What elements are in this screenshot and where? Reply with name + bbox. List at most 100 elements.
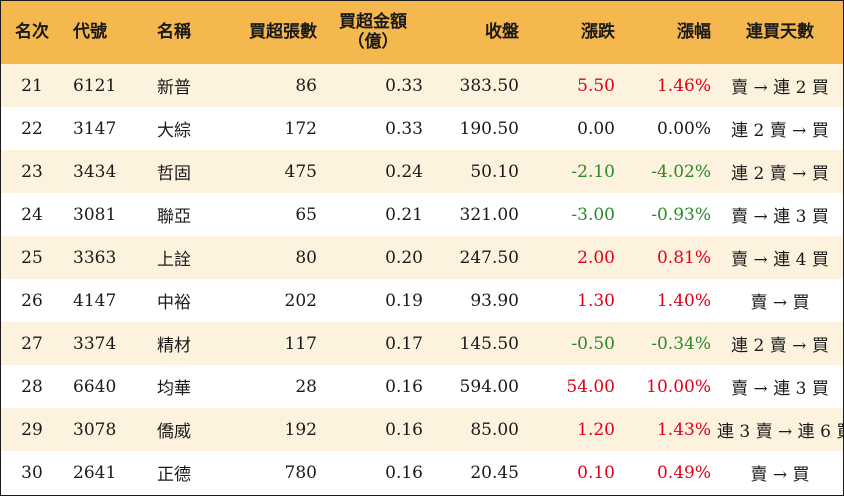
change-cell: 1.20 — [577, 419, 615, 440]
header-net-buy-lots: 買超張數 — [249, 21, 317, 42]
change-cell: 5.50 — [577, 75, 615, 96]
close-price-cell: 594.00 — [459, 376, 519, 397]
rank-cell: 28 — [21, 376, 43, 397]
change-pct-cell: 0.49% — [656, 462, 711, 483]
close-price-cell: 383.50 — [459, 75, 519, 96]
rank-cell: 21 — [21, 75, 43, 96]
net-buy-lots-cell: 86 — [295, 75, 317, 96]
close-price-cell: 247.50 — [459, 247, 519, 268]
close-price-cell: 85.00 — [470, 419, 519, 440]
change-pct-cell: 1.40% — [656, 290, 711, 311]
table-row: 22 3147 大綜 172 0.33 190.50 0.00 0.00% 連 2 賣 → 買 — [1, 107, 843, 150]
stock-name-cell: 僑威 — [157, 422, 191, 442]
net-buy-amount-cell: 0.20 — [385, 247, 423, 268]
header-change: 漲跌 — [581, 21, 615, 42]
net-buy-lots-cell: 172 — [284, 118, 317, 139]
net-buy-lots-cell: 28 — [295, 376, 317, 397]
header-row: 名次 代號 名稱 買超張數 買超金額 （億） 收盤 漲跌 漲幅 連買天數 — [1, 1, 843, 64]
net-buy-lots-cell: 192 — [284, 419, 317, 440]
close-price-cell: 20.45 — [470, 462, 519, 483]
streak-cell: 賣 → 連 4 買 — [731, 250, 829, 270]
change-cell: -3.00 — [571, 204, 615, 225]
header-name: 名稱 — [157, 21, 191, 42]
stock-name-cell: 精材 — [157, 336, 191, 356]
net-buy-amount-cell: 0.17 — [385, 333, 423, 354]
stock-name-cell: 正德 — [157, 465, 191, 485]
rank-cell: 25 — [21, 247, 43, 268]
rank-cell: 26 — [21, 290, 43, 311]
net-buy-amount-cell: 0.19 — [385, 290, 423, 311]
close-price-cell: 145.50 — [459, 333, 519, 354]
close-price-cell: 93.90 — [470, 290, 519, 311]
net-buy-amount-cell: 0.16 — [385, 376, 423, 397]
close-price-cell: 321.00 — [459, 204, 519, 225]
streak-cell: 連 2 賣 → 買 — [731, 121, 829, 141]
change-cell: 0.10 — [577, 462, 615, 483]
table-row: 29 3078 僑威 192 0.16 85.00 1.20 1.43% 連 3 賣 → 連 6… — [1, 408, 844, 451]
stock-name-cell: 均華 — [157, 379, 191, 399]
change-cell: 2.00 — [577, 247, 615, 268]
change-cell: 54.00 — [566, 376, 615, 397]
change-pct-cell: 1.46% — [656, 75, 711, 96]
net-buy-lots-cell: 80 — [295, 247, 317, 268]
rank-cell: 30 — [21, 462, 43, 483]
change-pct-cell: -0.34% — [651, 333, 711, 354]
change-pct-cell: 1.43% — [656, 419, 711, 440]
streak-cell: 連 2 賣 → 買 — [731, 164, 829, 184]
close-price-cell: 190.50 — [459, 118, 519, 139]
net-buy-amount-cell: 0.16 — [385, 419, 423, 440]
stock-name-cell: 上詮 — [157, 250, 191, 270]
header-rank: 名次 — [15, 21, 49, 42]
streak-cell: 賣 → 買 — [750, 465, 810, 485]
net-buy-amount-cell: 0.16 — [385, 462, 423, 483]
net-buy-lots-cell: 475 — [284, 161, 317, 182]
stock-code-cell: 3374 — [73, 333, 117, 354]
stock-code-cell: 3078 — [73, 419, 117, 440]
stock-code-cell: 3363 — [73, 247, 117, 268]
table-row: 24 3081 聯亞 65 0.21 321.00 -3.00 -0.93% 賣 → 連 3 買 — [1, 193, 843, 236]
change-cell: 1.30 — [577, 290, 615, 311]
header-net-buy-amount-line1: 買超金額 — [339, 11, 407, 32]
change-pct-cell: 0.81% — [656, 247, 711, 268]
stock-name-cell: 大綜 — [157, 121, 191, 141]
change-cell: 0.00 — [577, 118, 615, 139]
streak-cell: 連 2 賣 → 買 — [731, 336, 829, 356]
header-change-pct: 漲幅 — [677, 21, 711, 42]
rank-cell: 27 — [21, 333, 43, 354]
stock-code-cell: 3147 — [73, 118, 117, 139]
table-row: 28 6640 均華 28 0.16 594.00 54.00 10.00% 賣 → 連 3 買 — [1, 365, 843, 408]
change-pct-cell: 0.00% — [656, 118, 711, 139]
table-header: 名次 代號 名稱 買超張數 買超金額 （億） 收盤 漲跌 漲幅 連買天數 — [1, 1, 843, 64]
header-net-buy-amount: 買超金額 （億） — [323, 1, 429, 64]
stock-code-cell: 2641 — [73, 462, 117, 483]
change-cell: -0.50 — [571, 333, 615, 354]
net-buy-lots-cell: 65 — [295, 204, 317, 225]
net-buy-amount-cell: 0.24 — [385, 161, 423, 182]
streak-cell: 賣 → 連 2 買 — [731, 78, 829, 98]
table-row: 23 3434 哲固 475 0.24 50.10 -2.10 -4.02% 連 2 賣 → 買 — [1, 150, 843, 193]
rank-cell: 22 — [21, 118, 43, 139]
close-price-cell: 50.10 — [470, 161, 519, 182]
header-code: 代號 — [73, 21, 107, 42]
change-pct-cell: -4.02% — [651, 161, 711, 182]
table-row: 21 6121 新普 86 0.33 383.50 5.50 1.46% 賣 → 連 2 買 — [1, 64, 843, 107]
table-body: 21 6121 新普 86 0.33 383.50 5.50 1.46% 賣 → 連 2 買 22… — [1, 64, 844, 494]
change-pct-cell: -0.93% — [651, 204, 711, 225]
change-cell: -2.10 — [571, 161, 615, 182]
stock-name-cell: 聯亞 — [157, 207, 191, 227]
streak-cell: 賣 → 連 3 買 — [731, 379, 829, 399]
stock-name-cell: 新普 — [157, 78, 191, 98]
streak-cell: 連 3 賣 → 連 6 買 — [717, 422, 844, 442]
net-buy-lots-cell: 780 — [284, 462, 317, 483]
header-streak: 連買天數 — [746, 21, 814, 42]
net-buy-lots-cell: 117 — [284, 333, 317, 354]
table-row: 27 3374 精材 117 0.17 145.50 -0.50 -0.34% 連 2 賣 → … — [1, 322, 843, 365]
net-buy-amount-cell: 0.21 — [385, 204, 423, 225]
stock-code-cell: 6121 — [73, 75, 117, 96]
table-row: 26 4147 中裕 202 0.19 93.90 1.30 1.40% 賣 → 買 — [1, 279, 843, 322]
rank-cell: 23 — [21, 161, 43, 182]
rank-cell: 29 — [21, 419, 43, 440]
streak-cell: 賣 → 連 3 買 — [731, 207, 829, 227]
